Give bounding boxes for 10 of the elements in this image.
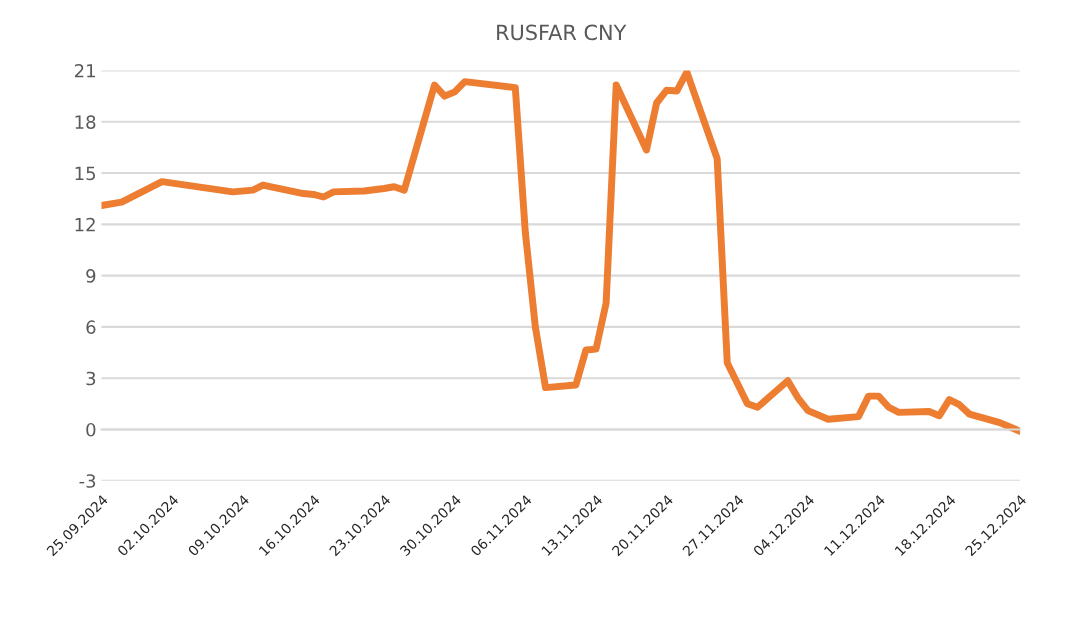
y-tick-label: 18: [75, 115, 96, 129]
y-tick-label: 15: [75, 166, 96, 181]
y-tick-label: 6: [86, 320, 96, 335]
chart-title: RUSFAR CNY: [497, 24, 627, 41]
y-tick-label: 12: [75, 217, 95, 232]
y-tick-label: -3: [79, 474, 96, 488]
y-tick-label: 0: [86, 422, 96, 437]
y-tick-label: 9: [86, 269, 96, 283]
y-tick-label: 3: [86, 371, 96, 386]
y-tick-label: 21: [74, 63, 95, 78]
